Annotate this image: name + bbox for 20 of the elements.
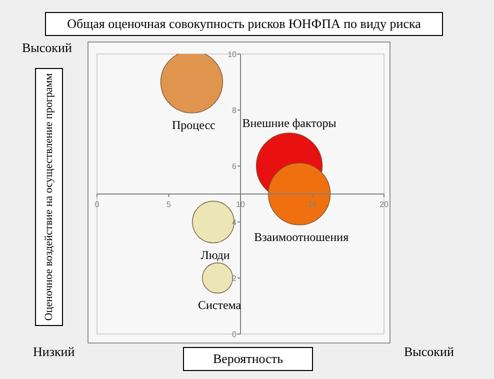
x-tick-label: 0 bbox=[94, 200, 100, 209]
series-label: Взаимоотношения bbox=[254, 230, 350, 244]
y-tick-label: 8 bbox=[232, 106, 238, 115]
y-axis-title: Оценочное воздействие на осуществление программ bbox=[43, 72, 55, 322]
text: Низкий bbox=[33, 344, 75, 360]
series-label: Процесс bbox=[172, 118, 216, 132]
y-tick-label: 4 bbox=[232, 218, 238, 227]
series-label: Система bbox=[198, 298, 242, 312]
y-tick-label: 10 bbox=[228, 50, 238, 59]
chart-title: Общая оценочная совокупность рисков ЮНФПА по виду риска bbox=[45, 12, 443, 36]
text: Высокий bbox=[22, 40, 72, 56]
y-tick-label: 0 bbox=[232, 330, 238, 339]
x-tick-label: 20 bbox=[380, 200, 389, 209]
text: Высокий bbox=[404, 344, 454, 360]
series-label: Внешние факторы bbox=[242, 116, 336, 130]
y-tick-label: 6 bbox=[232, 162, 238, 171]
series-label: Люди bbox=[200, 248, 230, 262]
x-axis-title: Вероятность bbox=[183, 347, 313, 371]
x-tick-label: 15 bbox=[308, 200, 318, 209]
x-tick-label: 5 bbox=[166, 200, 172, 209]
